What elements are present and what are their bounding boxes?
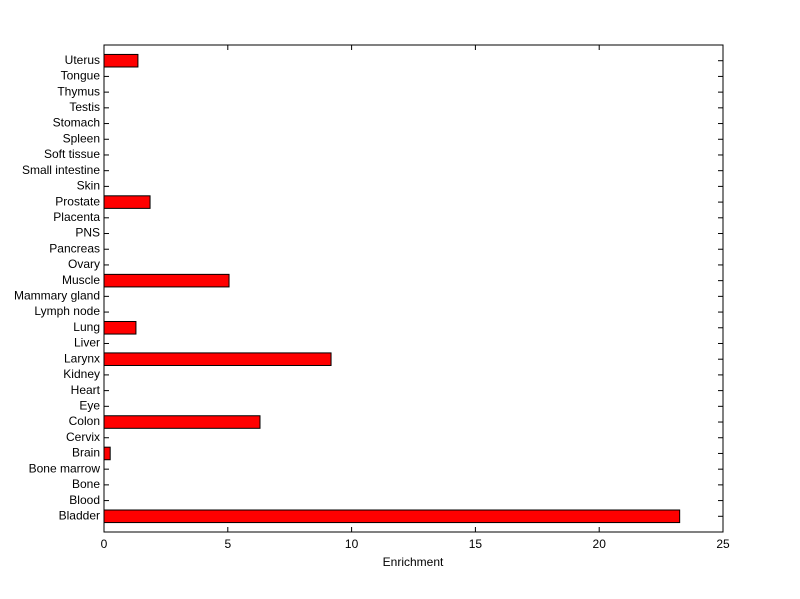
y-tick-label: Colon (69, 414, 100, 428)
y-tick-label: Soft tissue (44, 147, 100, 161)
bar (103, 320, 137, 335)
y-tick-label: Stomach (53, 116, 100, 130)
x-tick-label: 20 (593, 537, 607, 551)
x-tick-label: 10 (345, 537, 359, 551)
y-tick-label: Small intestine (22, 163, 100, 177)
y-tick-label: Heart (71, 383, 101, 397)
bar (103, 53, 139, 68)
plot-frame (103, 44, 724, 533)
y-tick-label: Brain (72, 446, 100, 460)
y-tick-label: Cervix (66, 430, 100, 444)
y-tick-label: Spleen (63, 131, 100, 145)
y-tick-label: Lung (73, 320, 100, 334)
y-tick-label: Ovary (68, 257, 100, 271)
y-tick-label: Eye (79, 398, 100, 412)
x-tick-label: 15 (469, 537, 483, 551)
bar (103, 352, 332, 366)
y-tick-label: Mammary gland (14, 289, 100, 303)
x-tick-label: 5 (224, 537, 231, 551)
x-tick-label: 25 (716, 537, 730, 551)
y-tick-label: Skin (77, 179, 100, 193)
x-tick-label: 0 (101, 537, 108, 551)
x-axis-label: Enrichment (383, 555, 444, 569)
y-tick-label: Testis (69, 100, 100, 114)
y-tick-label: Bladder (59, 508, 100, 522)
bar (103, 509, 681, 524)
y-tick-label: Tongue (61, 69, 101, 83)
y-tick-label: Blood (69, 493, 100, 507)
y-tick-label: Placenta (53, 210, 100, 224)
bar (103, 273, 230, 288)
y-tick-label: Larynx (64, 351, 100, 365)
y-tick-label: Liver (74, 336, 100, 350)
y-tick-label: Bone (72, 477, 100, 491)
bar (103, 195, 151, 209)
y-tick-label: Thymus (57, 84, 100, 98)
y-tick-label: Lymph node (34, 304, 100, 318)
y-tick-label: Muscle (62, 273, 100, 287)
y-tick-label: Prostate (55, 194, 100, 208)
y-tick-label: Bone marrow (29, 461, 101, 475)
y-tick-label: Uterus (65, 53, 100, 67)
y-tick-label: Pancreas (49, 241, 100, 255)
y-tick-label: PNS (75, 226, 100, 240)
bar (103, 446, 111, 461)
y-tick-label: Kidney (63, 367, 100, 381)
bar (103, 415, 261, 429)
